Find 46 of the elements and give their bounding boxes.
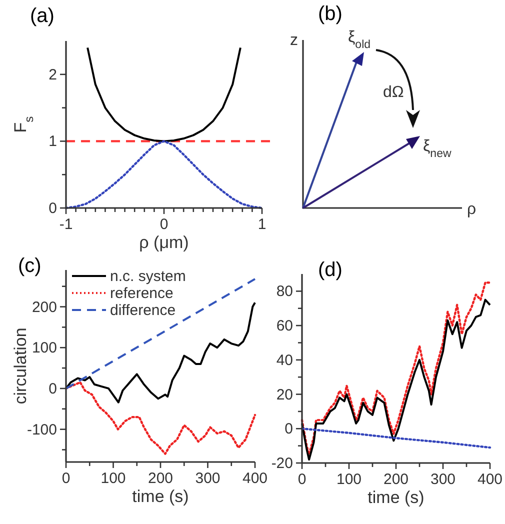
x-tick-label: 200 xyxy=(148,470,174,487)
x-axis-title: time (s) xyxy=(368,488,424,507)
line-series xyxy=(86,46,242,142)
legend-label: difference xyxy=(110,302,176,319)
x-tick-label: -1 xyxy=(59,216,73,233)
x-axis-title: time (s) xyxy=(132,487,189,506)
text: z xyxy=(290,32,298,49)
x-tick-label: 0 xyxy=(62,470,70,487)
text: (b) xyxy=(318,3,342,25)
x-tick-label: 100 xyxy=(336,471,362,488)
x-tick-label: 0 xyxy=(298,471,306,488)
x-tick-label: 0 xyxy=(160,216,168,233)
text: ρ xyxy=(467,201,476,218)
x-tick-label: 400 xyxy=(242,470,268,487)
y-tick-label: 0 xyxy=(48,380,57,398)
y-tick-label: 1 xyxy=(48,133,57,150)
legend-label: reference xyxy=(110,285,174,302)
y-tick-label: 0 xyxy=(48,200,57,217)
chart-title: (a) xyxy=(30,5,54,27)
x-axis-title: ρ (μm) xyxy=(139,233,189,252)
text: ξ$_{old}$ xyxy=(348,29,371,51)
y-tick-label: 2 xyxy=(48,66,57,84)
y-tick-label: 40 xyxy=(276,352,293,369)
y-tick-label: 60 xyxy=(276,318,293,335)
text: ξ$_{new}$ xyxy=(423,138,452,160)
line-series xyxy=(300,428,492,449)
text: dΩ xyxy=(383,84,404,101)
y-tick-label: 100 xyxy=(32,340,57,357)
y-tick-label: 80 xyxy=(276,283,293,300)
y-tick-label: -20 xyxy=(271,455,293,472)
y-tick-label: 0 xyxy=(284,420,293,438)
x-tick-label: 400 xyxy=(477,471,503,488)
line-series xyxy=(65,302,256,404)
x-tick-label: 1 xyxy=(258,216,266,233)
x-tick-label: 100 xyxy=(100,470,126,487)
y-axis-title: circulation xyxy=(11,328,30,404)
y-tick-label: 20 xyxy=(276,386,293,404)
legend-label: n.c. system xyxy=(110,268,186,285)
x-tick-label: 300 xyxy=(195,470,220,487)
x-tick-label: 300 xyxy=(430,471,456,488)
chart-title: (c) xyxy=(18,255,42,277)
y-tick-label: 200 xyxy=(32,298,57,316)
line-series xyxy=(64,381,256,455)
x-tick-label: 200 xyxy=(383,471,409,488)
y-tick-label: -100 xyxy=(26,421,57,438)
chart-title: (d) xyxy=(318,259,342,281)
